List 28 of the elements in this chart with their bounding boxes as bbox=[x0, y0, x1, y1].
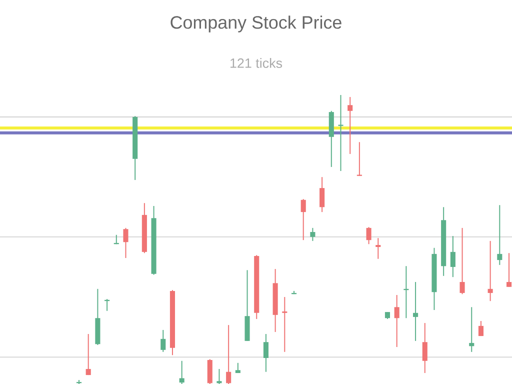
candlestick bbox=[348, 96, 353, 154]
candlestick bbox=[207, 358, 212, 384]
candlestick bbox=[300, 198, 306, 241]
candlestick bbox=[282, 296, 288, 352]
candlestick bbox=[506, 252, 512, 288]
candlestick bbox=[488, 240, 493, 302]
candlestick bbox=[179, 360, 184, 384]
candlestick bbox=[216, 368, 222, 384]
candlestick bbox=[366, 226, 372, 245]
candlestick bbox=[86, 334, 91, 376]
candlestick bbox=[478, 320, 484, 337]
candlestick bbox=[310, 227, 316, 242]
candlestick bbox=[469, 306, 474, 352]
candlestick bbox=[320, 176, 325, 213]
chart-title: Company Stock Price bbox=[170, 16, 342, 32]
candlestick bbox=[422, 322, 428, 374]
candlestick bbox=[450, 236, 456, 278]
candlestick bbox=[338, 94, 344, 172]
candlestick bbox=[160, 329, 166, 352]
candlestick bbox=[460, 227, 465, 295]
candlestick bbox=[376, 238, 381, 260]
candlestick bbox=[263, 334, 268, 372]
candlestick bbox=[394, 294, 400, 348]
candlestick bbox=[226, 324, 232, 384]
candlestick bbox=[413, 281, 418, 342]
candlestick bbox=[497, 204, 502, 266]
chart-subtitle: 121 ticks bbox=[230, 58, 282, 68]
candlestick bbox=[123, 227, 128, 258]
